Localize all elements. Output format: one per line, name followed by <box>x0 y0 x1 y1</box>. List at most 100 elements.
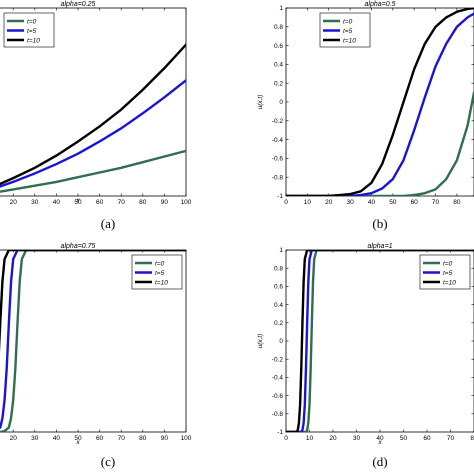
y-tick-label: 0.6 <box>274 284 283 291</box>
y-tick-label: -0.8 <box>272 411 284 418</box>
chart-title: alpha=0.25 <box>61 1 96 8</box>
x-tick-label: 40 <box>376 435 384 442</box>
x-tick-label: 20 <box>325 199 333 206</box>
legend-box <box>319 12 371 48</box>
y-tick-label: -0.6 <box>272 393 284 400</box>
series-line-t-10 <box>286 8 474 196</box>
series-line-t-5 <box>0 250 186 430</box>
x-tick-label: 10 <box>304 199 312 206</box>
legend-entry: t=10 <box>27 37 40 44</box>
y-tick-label: -0.2 <box>272 118 284 125</box>
x-tick-label: 90 <box>161 435 169 442</box>
series-line-t-5 <box>286 12 474 196</box>
x-tick-label: 80 <box>139 199 147 206</box>
x-tick-label: 30 <box>353 435 361 442</box>
panel-caption: (d) <box>372 454 387 469</box>
legend-entry: t=10 <box>343 37 356 44</box>
legend-entry: t=5 <box>443 270 453 277</box>
x-tick-label: 20 <box>10 199 18 206</box>
x-tick-label: 70 <box>118 435 126 442</box>
legend-entry: t=5 <box>343 28 353 35</box>
x-tick-label: 90 <box>161 199 169 206</box>
legend: t=0 t=5 t=10 <box>131 254 183 290</box>
x-tick-label: 40 <box>53 435 61 442</box>
x-tick-label: 70 <box>432 199 440 206</box>
y-tick-label: -1 <box>277 193 283 200</box>
series-group <box>0 43 186 193</box>
y-tick-label: 0.2 <box>274 320 283 327</box>
y-tick-label: 0.8 <box>274 265 283 272</box>
legend-entry: t=0 <box>27 18 37 25</box>
x-tick-label: 0 <box>284 199 288 206</box>
x-tick-label: 20 <box>10 435 18 442</box>
y-tick-label: 0.6 <box>274 43 283 50</box>
x-tick-label: 70 <box>118 199 126 206</box>
x-tick-label: 60 <box>96 435 104 442</box>
legend-entry: t=10 <box>443 279 456 286</box>
y-tick-label: 0 <box>279 338 283 345</box>
panel-caption: (b) <box>372 216 387 231</box>
series-line-t-5 <box>286 250 474 432</box>
y-tick-label: -0.6 <box>272 156 284 163</box>
x-tick-label: 50 <box>400 435 408 442</box>
series-line-t-0 <box>286 250 474 432</box>
x-tick-label: 40 <box>53 199 61 206</box>
y-axis-label: u(x,t) <box>257 95 264 110</box>
x-tick-label: 50 <box>74 199 82 206</box>
series-line-t-5 <box>0 79 186 188</box>
y-tick-label: -0.8 <box>272 174 284 181</box>
panel-c: alpha=0.75102030405060708090100xt=0t=5t=… <box>0 243 192 469</box>
plot-frame <box>285 7 474 197</box>
y-tick-label: -1 <box>277 429 283 436</box>
y-tick-label: -0.4 <box>272 375 284 382</box>
chart-title: alpha=0.5 <box>365 1 396 8</box>
legend: t=0 t=5 t=10 <box>319 12 371 48</box>
x-tick-label: 30 <box>346 199 354 206</box>
legend-entry: t=10 <box>155 279 168 286</box>
panel-a: alpha=0.25102030405060708090100xt=0t=5t=… <box>0 1 192 231</box>
x-tick-label: 20 <box>329 435 337 442</box>
legend-entry: t=5 <box>27 28 37 35</box>
x-tick-label: 0 <box>284 435 288 442</box>
x-axis-label: x <box>377 439 382 446</box>
legend-entry: t=0 <box>343 18 353 25</box>
x-tick-label: 50 <box>74 435 82 442</box>
panel-caption: (c) <box>101 454 115 469</box>
x-tick-label: 60 <box>96 199 104 206</box>
x-tick-label: 30 <box>31 199 39 206</box>
x-tick-label: 100 <box>181 435 192 442</box>
legend-entry: t=0 <box>155 260 165 267</box>
series-line-t-10 <box>0 43 186 186</box>
x-tick-label: 40 <box>368 199 376 206</box>
y-tick-label: 0.4 <box>274 62 283 69</box>
x-tick-label: 100 <box>181 199 192 206</box>
y-tick-label: -0.4 <box>272 137 284 144</box>
chart-title: alpha=0.75 <box>61 243 96 250</box>
legend: t=0 t=5 t=10 <box>3 12 55 48</box>
y-axis-label: u(x,t) <box>257 334 264 349</box>
legend-entry: t=5 <box>155 270 165 277</box>
series-line-t-10 <box>286 250 474 432</box>
panel-caption: (a) <box>101 216 115 231</box>
series-group <box>0 250 186 432</box>
x-axis-label: x <box>75 439 80 446</box>
series-line-t-10 <box>0 250 186 354</box>
x-tick-label: 80 <box>470 435 474 442</box>
x-tick-label: 80 <box>453 199 461 206</box>
x-tick-label: 30 <box>31 435 39 442</box>
y-tick-label: 0.4 <box>274 302 283 309</box>
x-axis-label: x <box>75 197 80 204</box>
legend: t=0 t=5 t=10 <box>419 254 471 290</box>
series-line-t-0 <box>286 91 474 196</box>
panel-b: alpha=0.50 10 20 30 40 50 60 70 80-1-0.8-0.6-0.4… <box>257 1 474 231</box>
x-tick-label: 80 <box>139 435 147 442</box>
series-group <box>286 250 474 432</box>
x-tick-label: 10 <box>306 435 314 442</box>
chart-title: alpha=1 <box>367 243 392 250</box>
x-tick-label: 60 <box>423 435 431 442</box>
series-group <box>286 8 474 196</box>
y-tick-label: 0 <box>279 99 283 106</box>
y-tick-label: 0.8 <box>274 24 283 31</box>
x-tick-label: 60 <box>411 199 419 206</box>
